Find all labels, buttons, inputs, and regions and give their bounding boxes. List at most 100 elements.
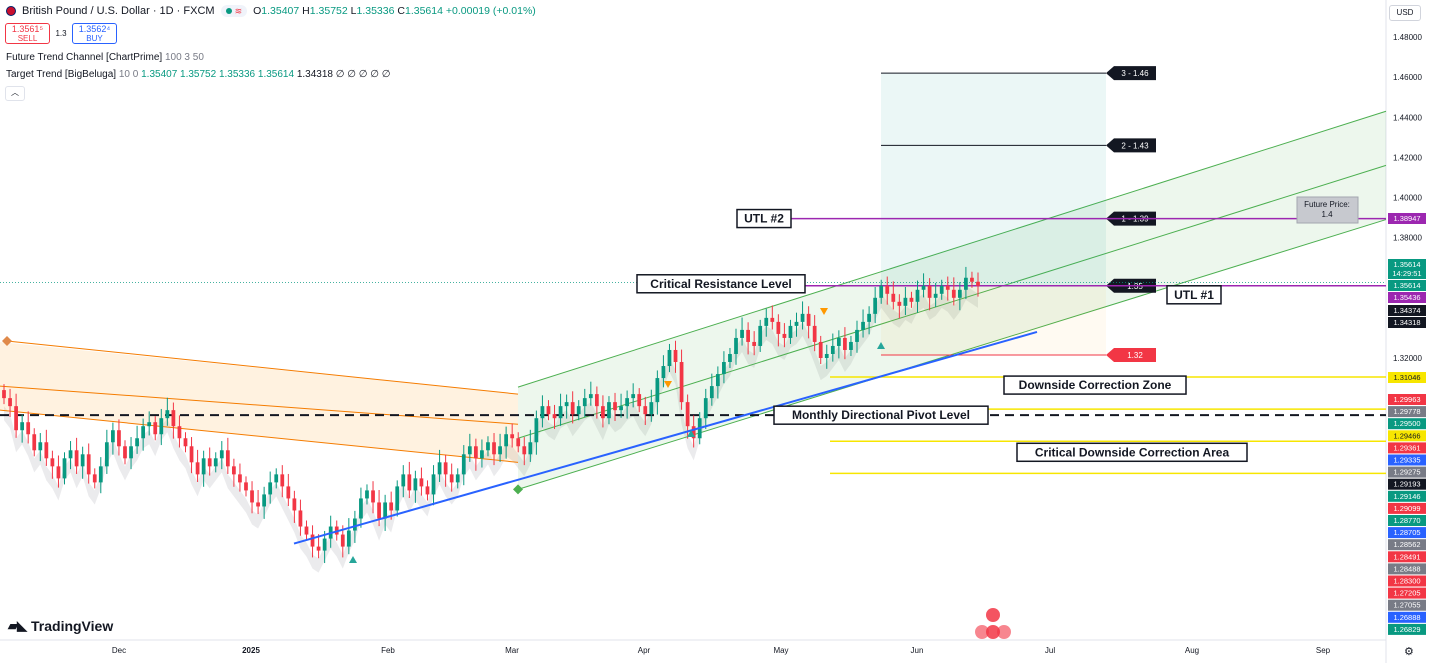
candle <box>939 279 944 300</box>
candle-body <box>80 454 85 467</box>
candle-body <box>232 466 236 475</box>
candle-body <box>123 446 127 459</box>
candle-body <box>383 502 388 519</box>
future-channel-fill <box>518 111 1386 490</box>
candle <box>56 455 61 488</box>
candle <box>582 388 587 417</box>
price-tag-bg <box>1388 575 1426 587</box>
candle-body <box>104 442 109 467</box>
candle-body <box>213 458 218 467</box>
candle <box>970 271 974 288</box>
indicator-target-trend[interactable]: Target Trend [BigBeluga] 10 0 1.35407 1.… <box>6 69 391 80</box>
candle <box>528 429 533 462</box>
candle-body <box>782 333 787 338</box>
candle-body <box>715 374 720 387</box>
annotation-label: Critical Downside Correction Area <box>1016 442 1248 463</box>
price-tag-text: 1.38947 <box>1393 214 1420 223</box>
candle-body <box>492 442 496 455</box>
candle-body <box>564 402 569 407</box>
candle <box>570 391 575 424</box>
candle-body <box>752 341 757 346</box>
candle <box>322 530 327 564</box>
candle-body <box>274 474 279 483</box>
candle <box>8 388 12 417</box>
price-axis-tag: 1.26829 <box>1388 623 1426 635</box>
candle <box>98 457 103 494</box>
sell-button[interactable]: 1.3561⁵ SELL <box>5 23 50 44</box>
price-tag-bg <box>1388 623 1426 635</box>
currency-selector[interactable]: USD <box>1389 5 1421 21</box>
candle <box>68 441 73 470</box>
candle-body <box>171 410 176 427</box>
y-tick-label: 1.32000 <box>1393 354 1422 363</box>
candle-body <box>280 474 285 487</box>
indicator-future-trend-channel[interactable]: Future Trend Channel [ChartPrime] 100 3 … <box>6 52 204 63</box>
candle <box>576 400 581 421</box>
price-axis-tag: 1.29146 <box>1388 490 1426 502</box>
annotation-box <box>636 274 806 294</box>
candle <box>631 383 636 408</box>
buy-signal-triangle-icon <box>687 430 695 437</box>
candle-body <box>207 458 212 467</box>
price-axis-tag: 1.29335 <box>1388 454 1426 466</box>
chevron-up-icon: ︿ <box>11 88 19 97</box>
candle-body <box>843 337 847 350</box>
candle <box>776 314 781 347</box>
candle <box>38 433 43 462</box>
candle-body <box>879 285 884 298</box>
symbol-title[interactable]: British Pound / U.S. Dollar · 1D · FXCM <box>22 5 215 17</box>
buy-button[interactable]: 1.3562⁴ BUY <box>72 23 117 44</box>
candle-body <box>976 281 980 286</box>
candle <box>673 340 678 373</box>
annotation-text: UTL #2 <box>744 212 784 226</box>
candle <box>129 437 133 470</box>
candle-body <box>800 313 805 322</box>
candle-body <box>286 486 291 499</box>
price-tag-text: 1.29146 <box>1393 492 1420 501</box>
price-tag-bg <box>1388 490 1426 502</box>
collapse-indicators-button[interactable]: ︿ <box>5 86 25 101</box>
candle-body <box>68 450 73 459</box>
candle <box>117 419 121 456</box>
candle <box>891 281 896 310</box>
candle <box>274 468 279 489</box>
candle <box>44 429 49 466</box>
candle <box>461 445 466 486</box>
price-tag-text: 1.29466 <box>1393 431 1420 440</box>
candle-body <box>855 329 859 342</box>
candle-body <box>552 414 557 419</box>
y-tick-label: 1.38000 <box>1393 234 1422 243</box>
candle <box>232 458 236 487</box>
candle-body <box>86 454 91 475</box>
candle <box>879 279 884 304</box>
price-tag-text: 1.28300 <box>1393 577 1420 586</box>
price-tag-bg <box>1388 611 1426 623</box>
price-tag-text: 1.28562 <box>1393 540 1420 549</box>
x-tick-label: Aug <box>1185 646 1199 655</box>
candle-body <box>903 297 908 306</box>
candle <box>843 327 847 360</box>
candle <box>250 481 254 514</box>
candle <box>921 273 926 298</box>
settings-gear-icon[interactable]: ⚙ <box>1404 646 1414 658</box>
candle <box>510 423 515 448</box>
tradingview-logo[interactable]: ▰◣ TradingView <box>8 618 114 634</box>
future-channel-upper <box>517 110 1387 388</box>
candle-body <box>377 502 381 519</box>
trade-panel: 1.3561⁵ SELL 1.3 1.3562⁴ BUY <box>5 23 117 44</box>
candle-body <box>407 474 412 491</box>
price-axis-tag: 1.38947 <box>1388 213 1426 224</box>
candle <box>643 396 648 426</box>
price-tag-text: 1.26829 <box>1393 625 1420 634</box>
candle-body <box>244 482 248 491</box>
candle-body <box>776 321 781 334</box>
event-flag-icon <box>997 625 1011 639</box>
target-label-box <box>1106 66 1156 81</box>
candle-body <box>534 418 539 443</box>
candle <box>159 408 164 446</box>
event-flag-icon <box>986 625 1000 639</box>
market-status-pill[interactable]: ≋ <box>220 5 248 17</box>
future-price-label: Future Price: <box>1304 200 1350 209</box>
